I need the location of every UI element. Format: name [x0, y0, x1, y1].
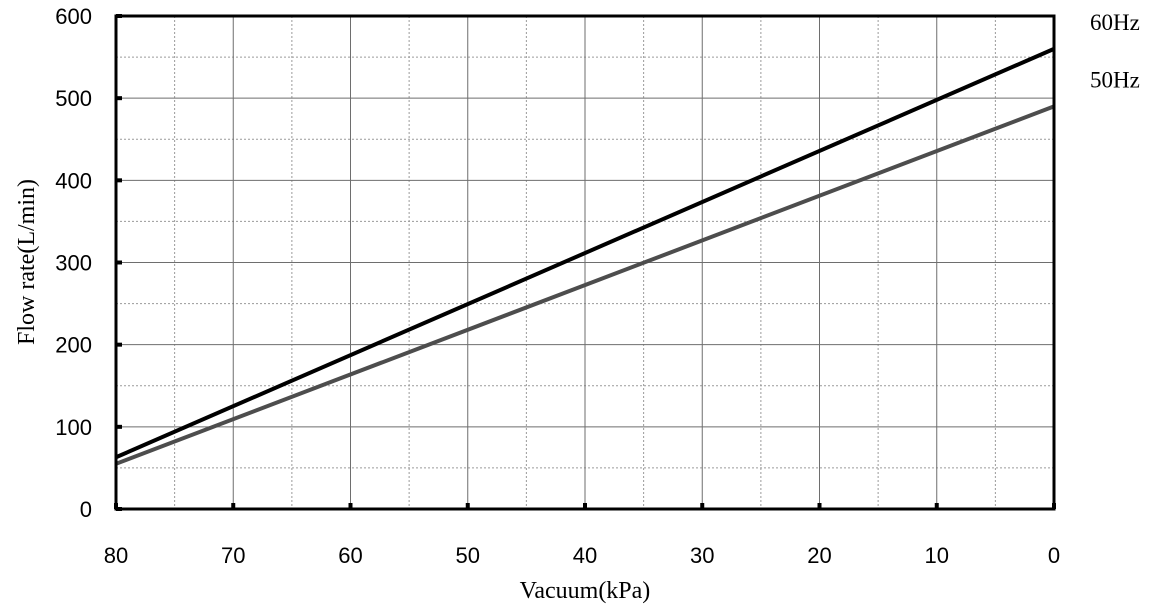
x-tick-label: 40: [573, 543, 597, 568]
grid-layer: [115, 15, 1055, 510]
x-tick-label: 20: [807, 543, 831, 568]
y-tick-label: 100: [55, 415, 92, 440]
y-axis-title: Flow rate(L/min): [14, 179, 40, 345]
x-tick-label: 80: [104, 543, 128, 568]
series-label-50hz: 50Hz: [1090, 67, 1140, 92]
y-tick-label: 200: [55, 333, 92, 358]
series-layer: [115, 47, 1055, 466]
x-tick-label: 10: [925, 543, 949, 568]
series-line-50hz: [115, 104, 1055, 466]
y-tick-label: 400: [55, 168, 92, 193]
y-tick-label: 500: [55, 86, 92, 111]
x-tick-label: 0: [1048, 543, 1060, 568]
y-tick-label: 0: [80, 497, 92, 522]
y-tick-label: 600: [55, 4, 92, 29]
tick-layer: [114, 14, 1056, 511]
y-tick-label: 300: [55, 251, 92, 276]
x-axis-title: Vacuum(kPa): [520, 578, 651, 604]
x-tick-label: 30: [690, 543, 714, 568]
series-label-60hz: 60Hz: [1090, 10, 1140, 35]
series-line-60hz: [115, 47, 1055, 460]
x-tick-label: 70: [221, 543, 245, 568]
x-tick-label: 50: [456, 543, 480, 568]
x-tick-label: 60: [338, 543, 362, 568]
